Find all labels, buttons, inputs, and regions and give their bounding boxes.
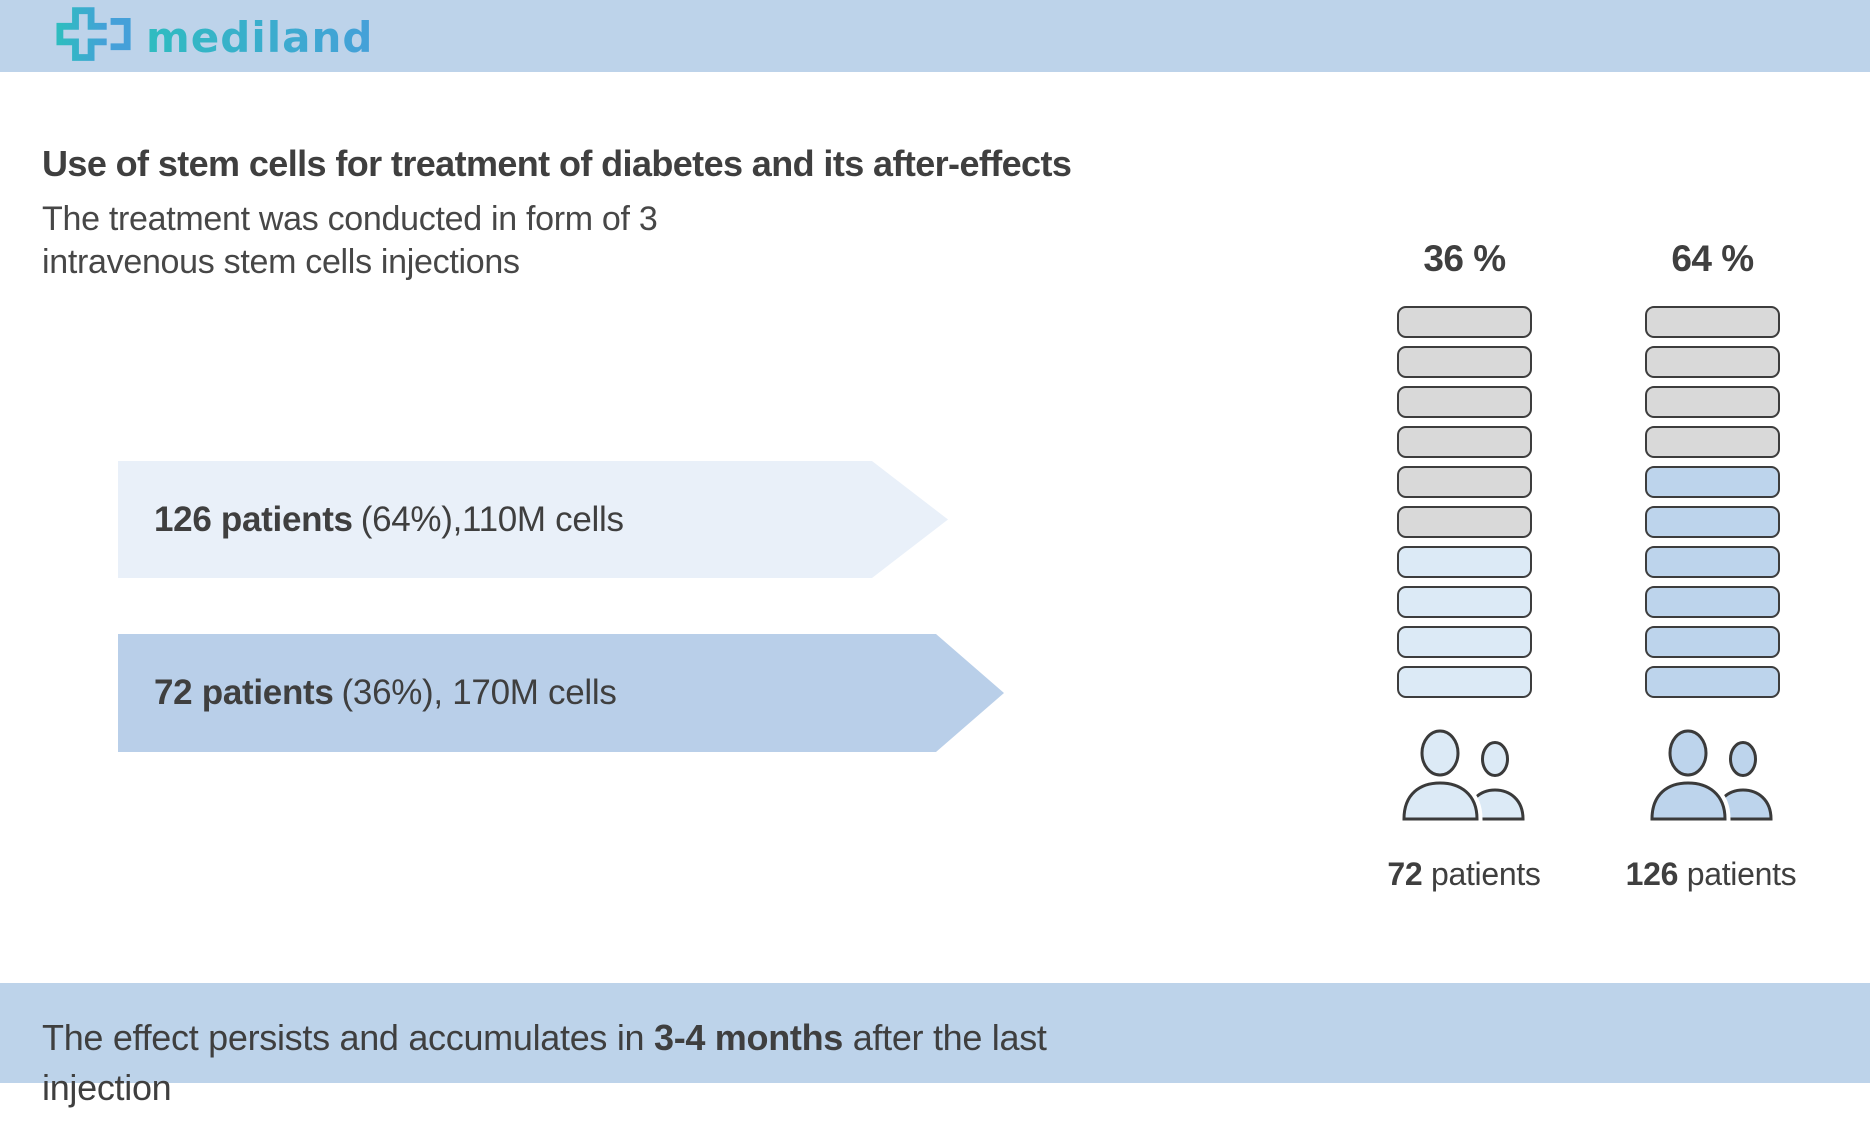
slide-title: Use of stem cells for treatment of diabe…	[42, 143, 1072, 184]
unit-block	[1645, 586, 1780, 618]
unit-block	[1645, 666, 1780, 698]
arrow-rest-text: (36%), 170M cells	[341, 673, 617, 712]
unit-block	[1645, 466, 1780, 498]
subtitle-line-2: intravenous stem cells injections	[42, 243, 520, 281]
patients-count-word: patients	[1422, 856, 1541, 892]
unit-block	[1397, 506, 1532, 538]
footer-bold-text: 3-4 months	[653, 1017, 843, 1058]
unit-block	[1645, 426, 1780, 458]
footer-statement: The effect persists and accumulates in 3…	[42, 1013, 1082, 1113]
unit-block	[1397, 426, 1532, 458]
unit-block	[1645, 386, 1780, 418]
arrow-banner-126-patients: 126 patients (64%),110M cells	[118, 461, 948, 578]
unit-block	[1397, 346, 1532, 378]
patients-count-label-126: 126 patients	[1571, 856, 1851, 893]
unit-block	[1397, 626, 1532, 658]
patients-count-value: 126	[1625, 856, 1679, 892]
unit-block	[1397, 666, 1532, 698]
unit-block	[1645, 506, 1780, 538]
unit-column-64	[1645, 306, 1780, 706]
unit-block	[1645, 346, 1780, 378]
unit-block	[1397, 546, 1532, 578]
percent-label-36: 36 %	[1423, 238, 1506, 279]
arrow-banner-72-patients: 72 patients (36%), 170M cells	[118, 634, 1004, 752]
footer-pre-text: The effect persists and accumulates in	[42, 1017, 654, 1058]
unit-block	[1397, 306, 1532, 338]
brand-name: mediland	[146, 13, 374, 62]
unit-column-36	[1397, 306, 1532, 706]
percent-label-64: 64 %	[1671, 238, 1754, 279]
unit-block	[1645, 626, 1780, 658]
brand-logo: mediland	[56, 5, 373, 69]
people-group-icon	[1400, 726, 1525, 822]
arrow-bold-text: 72 patients	[154, 673, 334, 712]
footer-bar	[0, 983, 1870, 1083]
unit-block	[1397, 586, 1532, 618]
patients-count-value: 72	[1387, 856, 1423, 892]
subtitle-line-1: The treatment was conducted in form of 3	[42, 200, 658, 238]
people-group-icon	[1648, 726, 1773, 822]
slide-subtitle: The treatment was conducted in form of 3…	[42, 198, 802, 284]
patients-count-word: patients	[1678, 856, 1797, 892]
patients-count-label-72: 72 patients	[1324, 856, 1604, 893]
person-front	[1402, 729, 1479, 821]
unit-block	[1397, 466, 1532, 498]
unit-block	[1397, 386, 1532, 418]
medical-cross-icon	[56, 7, 131, 61]
arrow-bold-text: 126 patients	[154, 499, 353, 539]
person-front	[1650, 729, 1727, 821]
footer-post-text: after the last injection	[42, 1017, 1047, 1108]
unit-block	[1645, 546, 1780, 578]
header-bar: mediland	[0, 0, 1870, 72]
arrow-rest-text: (64%),110M cells	[360, 499, 624, 539]
unit-block	[1645, 306, 1780, 338]
